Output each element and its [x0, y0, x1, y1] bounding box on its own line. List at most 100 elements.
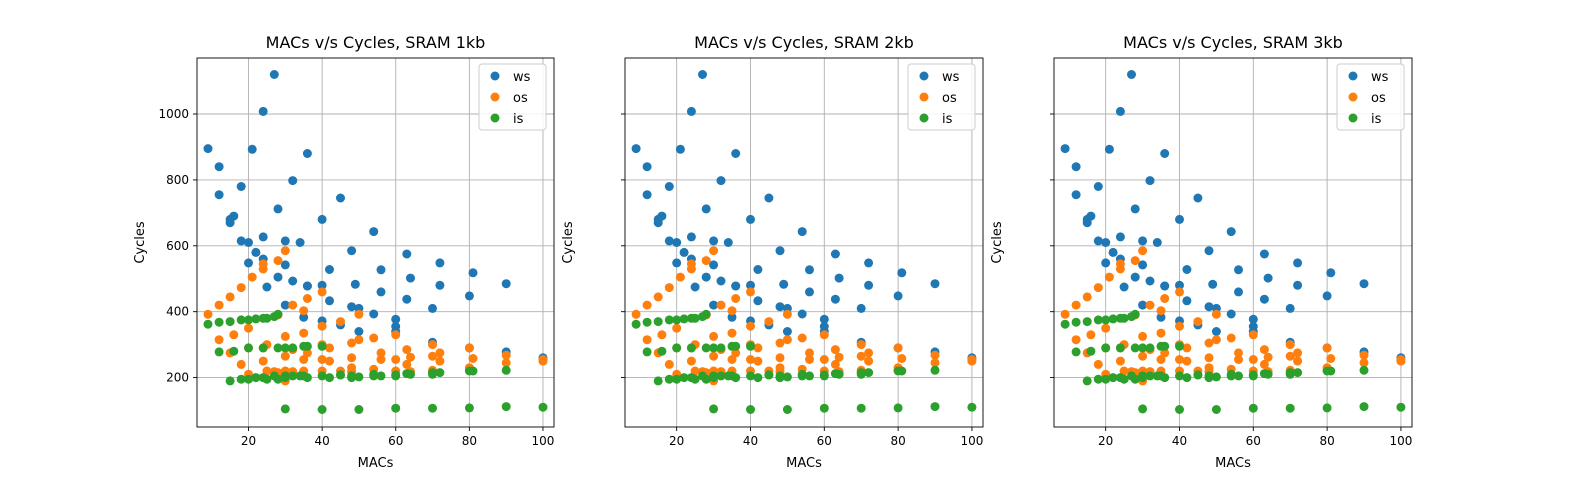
- data-point-ws: [701, 204, 711, 214]
- data-point-os: [856, 340, 866, 350]
- data-point-os: [1071, 300, 1081, 310]
- data-point-is: [1138, 371, 1148, 381]
- data-point-os: [1285, 351, 1295, 361]
- data-point-is: [1211, 405, 1221, 414]
- y-tick-label: 400: [166, 305, 189, 319]
- data-point-is: [856, 369, 866, 379]
- data-point-os: [435, 348, 445, 358]
- data-point-is: [1160, 373, 1170, 383]
- data-point-is: [1130, 343, 1140, 353]
- data-point-is: [336, 370, 345, 380]
- data-point-is: [1101, 315, 1111, 325]
- data-point-ws: [1322, 291, 1332, 301]
- data-point-os: [347, 338, 357, 348]
- data-point-is: [1175, 371, 1184, 381]
- data-point-ws: [244, 238, 253, 247]
- data-point-os: [1396, 356, 1406, 366]
- data-point-os: [1156, 328, 1166, 338]
- data-point-is: [690, 313, 700, 323]
- data-point-ws: [288, 276, 298, 286]
- data-point-is: [203, 319, 213, 329]
- data-point-is: [229, 346, 239, 356]
- y-tick-label: 800: [166, 173, 189, 187]
- data-point-os: [1060, 309, 1070, 319]
- data-point-os: [709, 351, 719, 361]
- data-point-ws: [679, 247, 689, 257]
- data-point-is: [391, 371, 401, 381]
- data-point-ws: [675, 144, 685, 154]
- legend: ws os is: [478, 63, 547, 131]
- data-point-ws: [1086, 211, 1096, 221]
- data-point-ws: [642, 162, 652, 172]
- data-point-os: [468, 354, 478, 363]
- data-point-os: [317, 287, 327, 297]
- data-point-os: [273, 256, 283, 266]
- data-point-ws: [1108, 247, 1118, 257]
- data-point-os: [764, 317, 774, 327]
- data-point-is: [701, 374, 711, 384]
- data-point-ws: [1326, 268, 1336, 278]
- data-point-is: [642, 347, 652, 357]
- data-point-ws: [775, 246, 785, 256]
- legend: ws os is: [907, 63, 976, 131]
- data-point-is: [1160, 341, 1170, 351]
- data-point-os: [1130, 256, 1140, 266]
- y-tick-label: 600: [166, 239, 189, 253]
- legend-label-is: is: [942, 112, 953, 127]
- data-point-os: [262, 366, 272, 376]
- data-point-os: [325, 343, 334, 353]
- data-point-ws: [686, 106, 696, 116]
- data-point-ws: [1182, 296, 1192, 306]
- data-point-ws: [1101, 258, 1111, 268]
- data-point-is: [236, 374, 246, 384]
- data-point-ws: [723, 238, 733, 247]
- x-tick-label: 80: [1319, 434, 1334, 448]
- data-point-is: [258, 343, 268, 353]
- data-point-ws: [664, 182, 674, 191]
- data-point-os: [1211, 335, 1221, 345]
- data-point-os: [435, 356, 445, 366]
- data-point-is: [1130, 374, 1140, 384]
- data-point-ws: [302, 149, 312, 158]
- data-point-os: [302, 348, 312, 358]
- data-point-ws: [428, 303, 437, 313]
- data-point-ws: [1101, 238, 1111, 247]
- data-point-is: [1175, 341, 1184, 351]
- data-point-ws: [1248, 314, 1258, 324]
- data-point-ws: [1211, 327, 1221, 336]
- data-point-ws: [1060, 144, 1070, 154]
- data-point-is: [731, 341, 741, 351]
- data-point-is: [672, 315, 682, 325]
- data-point-os: [746, 355, 755, 364]
- data-point-ws: [897, 268, 907, 278]
- y-tick-label: 1000: [158, 107, 189, 121]
- data-point-is: [701, 309, 711, 319]
- data-point-ws: [1293, 258, 1303, 268]
- data-point-ws: [376, 265, 386, 275]
- data-point-is: [1326, 366, 1336, 376]
- data-point-os: [402, 345, 412, 355]
- data-point-is: [1175, 405, 1184, 414]
- data-point-is: [1248, 371, 1258, 381]
- data-point-os: [675, 272, 685, 282]
- data-point-ws: [214, 190, 224, 200]
- data-point-ws: [1152, 238, 1162, 247]
- data-point-os: [225, 292, 235, 302]
- data-point-is: [347, 373, 357, 383]
- data-point-is: [1082, 317, 1092, 327]
- plot-frame: [196, 57, 555, 428]
- data-point-ws: [280, 236, 290, 246]
- data-point-ws: [391, 314, 401, 324]
- data-point-ws: [727, 312, 737, 322]
- data-point-os: [258, 356, 268, 366]
- data-point-is: [1396, 402, 1406, 412]
- data-point-is: [716, 343, 726, 353]
- data-point-ws: [350, 279, 360, 289]
- data-point-os: [236, 283, 246, 293]
- data-point-os: [897, 354, 907, 363]
- data-point-ws: [797, 309, 807, 319]
- data-point-ws: [317, 214, 327, 224]
- data-point-os: [1234, 355, 1243, 364]
- data-point-is: [930, 365, 940, 375]
- data-point-os: [376, 355, 386, 364]
